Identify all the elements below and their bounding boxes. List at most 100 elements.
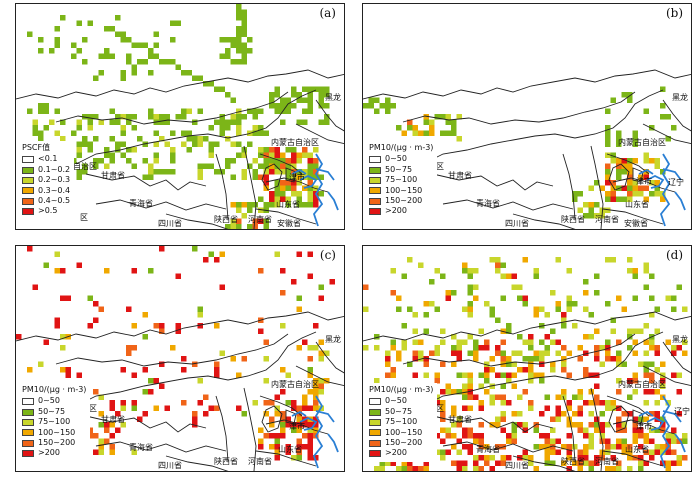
grid-cell [621, 411, 627, 417]
grid-cell [87, 125, 93, 131]
grid-cell [263, 130, 269, 136]
grid-cell [313, 405, 319, 411]
grid-cell [467, 306, 473, 312]
grid-cell [241, 26, 247, 32]
grid-cell [429, 350, 435, 356]
grid-cell [38, 108, 44, 114]
grid-cell [208, 405, 214, 411]
grid-cell [654, 191, 660, 197]
grid-cell [434, 268, 440, 274]
grid-cell [627, 158, 633, 164]
place-label: 黑龙 [672, 93, 688, 102]
grid-cell [307, 427, 313, 433]
grid-cell [528, 367, 534, 373]
grid-cell [236, 15, 242, 21]
province-border [95, 199, 227, 211]
grid-cell [296, 119, 302, 125]
grid-cell [654, 427, 660, 433]
grid-cell [456, 438, 462, 444]
grid-cell [577, 405, 583, 411]
grid-cell [175, 114, 181, 120]
grid-cell [599, 411, 605, 417]
grid-cell [632, 158, 638, 164]
grid-cell [252, 400, 258, 406]
grid-cell [280, 191, 286, 197]
grid-cell [605, 141, 611, 147]
grid-cell [506, 433, 512, 439]
grid-cell [451, 472, 457, 473]
grid-cell [247, 202, 253, 208]
grid-cell [126, 114, 132, 120]
grid-cell [280, 389, 286, 395]
grid-cell [555, 301, 561, 307]
legend-label: 0~50 [38, 396, 60, 406]
grid-cell [241, 411, 247, 417]
grid-cell [374, 466, 380, 471]
grid-cell [621, 444, 627, 450]
grid-cell [621, 158, 627, 164]
grid-cell [401, 466, 407, 471]
grid-cell [219, 125, 225, 131]
grid-cell [390, 268, 396, 274]
grid-cell [115, 411, 121, 417]
grid-cell [517, 472, 523, 473]
grid-cell [93, 163, 99, 169]
place-label: 辽宁 [674, 407, 690, 416]
grid-cell [159, 383, 165, 389]
grid-cell [627, 449, 633, 455]
grid-cell [307, 180, 313, 186]
grid-cell [197, 136, 203, 142]
grid-cell [285, 108, 291, 114]
grid-cell [291, 169, 297, 175]
grid-cell [115, 427, 121, 433]
grid-cell [54, 26, 60, 32]
grid-cell [478, 466, 484, 471]
grid-cell [313, 86, 319, 92]
place-label: 安徽省 [624, 219, 648, 228]
grid-cell [506, 378, 512, 384]
legend-label: <0.1 [38, 154, 58, 164]
grid-cell [131, 70, 137, 76]
grid-cell [478, 422, 484, 428]
grid-cell [374, 345, 380, 351]
grid-cell [324, 114, 330, 120]
grid-cell [539, 411, 545, 417]
grid-cell [522, 367, 528, 373]
grid-cell [153, 53, 159, 59]
grid-cell [473, 268, 479, 274]
grid-cell [484, 460, 490, 466]
grid-cell [671, 433, 677, 439]
grid-cell [539, 356, 545, 362]
grid-cell [605, 196, 611, 202]
grid-cell [93, 449, 99, 455]
grid-cell [423, 460, 429, 466]
grid-cell [462, 389, 468, 395]
province-border [315, 341, 344, 374]
grid-cell [258, 438, 264, 444]
grid-cell [104, 26, 110, 32]
grid-cell [241, 147, 247, 153]
grid-cell [230, 114, 236, 120]
province-border [402, 91, 636, 125]
grid-cell [197, 108, 203, 114]
grid-cell [186, 70, 192, 76]
grid-cell [76, 119, 82, 125]
grid-cell [120, 405, 126, 411]
grid-cell [660, 114, 666, 120]
grid-cell [269, 400, 275, 406]
grid-cell [60, 345, 66, 351]
grid-cell [258, 207, 264, 213]
grid-cell [451, 290, 457, 296]
grid-cell [462, 306, 468, 312]
grid-cell [522, 422, 528, 428]
grid-cell [219, 169, 225, 175]
grid-cell [109, 119, 115, 125]
province-border [662, 99, 691, 132]
grid-cell [142, 312, 148, 318]
grid-cell [561, 317, 567, 323]
grid-cell [467, 389, 473, 395]
grid-cell [451, 405, 457, 411]
grid-cell [555, 339, 561, 345]
grid-cell [291, 147, 297, 153]
grid-cell [467, 312, 473, 318]
